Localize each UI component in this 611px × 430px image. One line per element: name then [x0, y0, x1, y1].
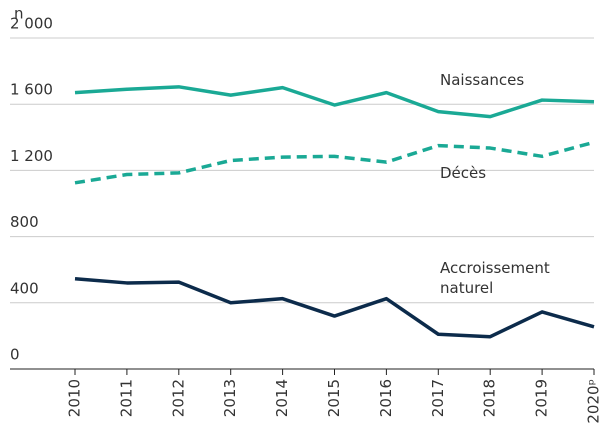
series-label: Naissances — [440, 71, 525, 89]
line-series — [74, 140, 595, 185]
y-tick-label: 1 200 — [10, 147, 53, 165]
y-tick-label: 800 — [10, 213, 39, 231]
line-series — [74, 85, 595, 119]
x-tick-label: 2012 — [169, 379, 187, 417]
x-tick-label: 2013 — [221, 379, 239, 417]
series-label: Décès — [440, 164, 487, 182]
x-tick-label: 2011 — [117, 379, 135, 417]
series-label: Accroissement naturel — [440, 259, 550, 297]
y-tick-label: 400 — [10, 279, 39, 297]
x-tick-label: 2019 — [533, 379, 551, 417]
x-tick-label: 2010 — [66, 379, 84, 417]
y-tick-label: 1 600 — [10, 81, 53, 99]
line-series — [74, 277, 595, 339]
y-tick-label: 2 000 — [10, 15, 53, 33]
x-tick-label: 2020ᵖ — [585, 379, 603, 424]
x-tick-label: 2016 — [377, 379, 395, 417]
x-tick-label: 2014 — [273, 379, 291, 417]
x-tick-label: 2018 — [481, 379, 499, 417]
x-tick-label: 2015 — [325, 379, 343, 417]
y-tick-label: 0 — [10, 346, 20, 364]
x-tick-label: 2017 — [429, 379, 447, 417]
y-axis-label: n — [14, 5, 24, 23]
